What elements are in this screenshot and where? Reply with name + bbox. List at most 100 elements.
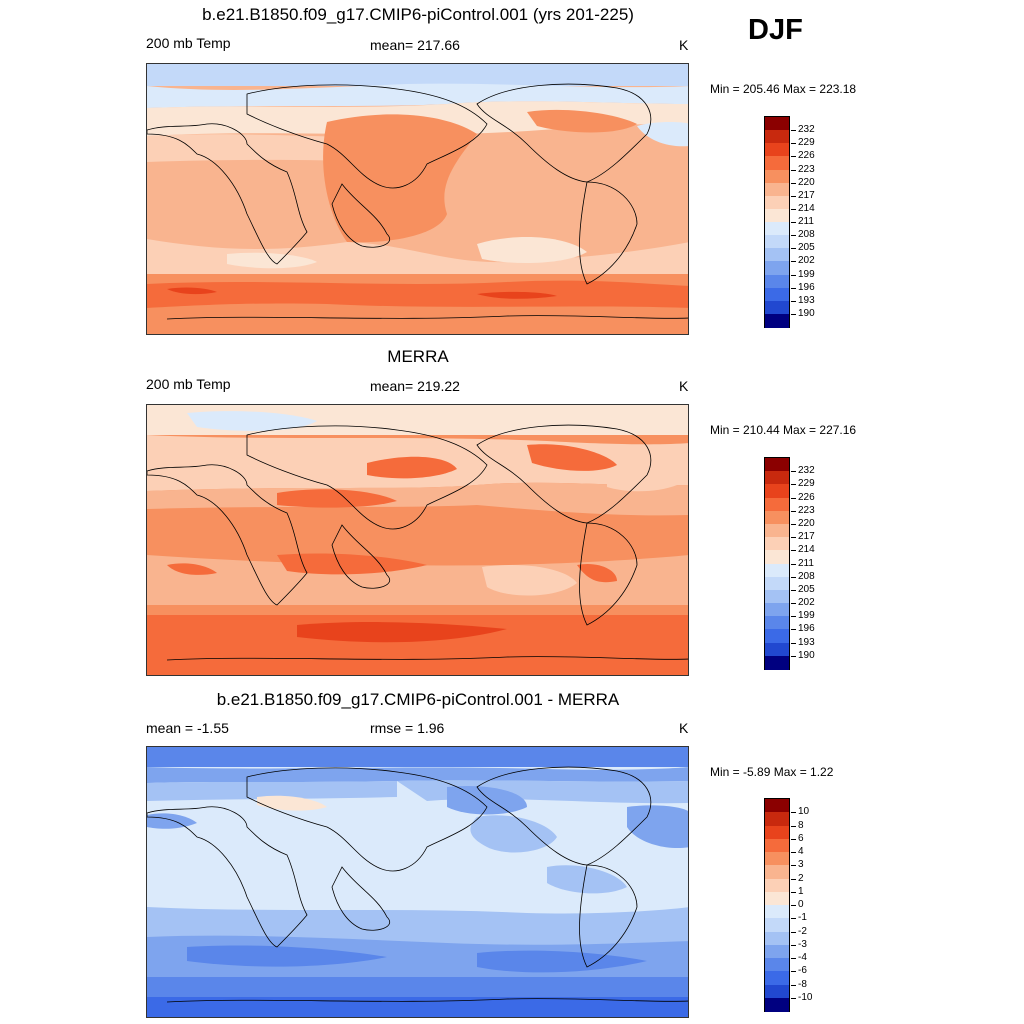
colorbar-cell — [765, 918, 789, 933]
panel-3-colorbar — [764, 798, 796, 1012]
colorbar-tick — [791, 984, 796, 986]
colorbar-tick — [791, 997, 796, 999]
colorbar-cell — [765, 169, 789, 184]
colorbar-level-label: 223 — [798, 504, 815, 516]
colorbar-tick — [791, 300, 796, 302]
colorbar-level-label: 208 — [798, 570, 815, 582]
colorbar-tick — [791, 222, 796, 223]
colorbar-cell — [765, 313, 789, 328]
colorbar-level-label: 3 — [798, 859, 804, 871]
colorbar-level-label: 2 — [798, 872, 804, 884]
colorbar-tick — [791, 878, 796, 880]
colorbar-level-label: 193 — [798, 294, 815, 306]
colorbar-cell — [765, 130, 789, 145]
panel-3-units-label: K — [679, 720, 689, 736]
colorbar-tick — [791, 484, 796, 486]
panel-2-mean-label: mean= 219.22 — [370, 378, 460, 394]
colorbar-level-label: 217 — [798, 189, 815, 201]
colorbar-level-label: -2 — [798, 925, 807, 937]
colorbar-tick — [791, 235, 796, 237]
colorbar-level-label: 214 — [798, 202, 815, 214]
panel-2-minmax-label: Min = 210.44 Max = 227.16 — [710, 423, 857, 437]
colorbar-cell — [765, 589, 789, 604]
colorbar-tick — [791, 169, 796, 171]
panel-1-colorbar — [764, 116, 796, 328]
panel-2-map — [146, 404, 689, 676]
colorbar-cell — [765, 984, 789, 999]
colorbar-cell — [765, 971, 789, 986]
colorbar-tick — [791, 852, 796, 853]
colorbar-cell — [765, 208, 789, 223]
colorbar-tick — [791, 510, 796, 512]
panel-3-mean-label: mean = -1.55 — [146, 720, 229, 736]
colorbar-level-label: 199 — [798, 268, 815, 280]
colorbar-tick — [791, 537, 796, 539]
colorbar-level-label: 193 — [798, 636, 815, 648]
colorbar-level-label: 226 — [798, 491, 815, 503]
colorbar-level-label: 6 — [798, 832, 804, 844]
colorbar-cell — [765, 655, 789, 670]
colorbar-tick — [791, 825, 796, 827]
colorbar-cell — [765, 182, 789, 197]
colorbar-cell — [765, 865, 789, 880]
colorbar-tick — [791, 130, 796, 132]
colorbar-cell — [765, 537, 789, 552]
panel-1-variable-label: 200 mb Temp — [146, 35, 231, 51]
colorbar-level-label: 196 — [798, 623, 815, 635]
colorbar-level-label: 10 — [798, 806, 810, 818]
colorbar-tick — [791, 944, 796, 946]
colorbar-level-label: 229 — [798, 478, 815, 490]
colorbar-tick — [791, 576, 796, 578]
colorbar-level-label: 232 — [798, 124, 815, 136]
colorbar-level-label: 226 — [798, 150, 815, 162]
colorbar-cell — [765, 248, 789, 263]
colorbar-level-label: 196 — [798, 281, 815, 293]
colorbar-cell — [765, 458, 789, 472]
colorbar-cell — [765, 891, 789, 906]
colorbar-level-label: -8 — [798, 978, 807, 990]
colorbar-tick — [791, 958, 796, 959]
colorbar-level-label: -3 — [798, 938, 807, 950]
colorbar-level-label: -10 — [798, 991, 813, 1003]
panel-3-minmax-label: Min = -5.89 Max = 1.22 — [710, 765, 834, 779]
panel-3-title: b.e21.B1850.f09_g17.CMIP6-piControl.001 … — [216, 690, 620, 709]
colorbar-tick — [791, 182, 796, 184]
colorbar-cell — [765, 274, 789, 289]
colorbar-tick — [791, 471, 796, 473]
colorbar-cell — [765, 497, 789, 512]
colorbar-cell — [765, 261, 789, 276]
colorbar-cell — [765, 523, 789, 538]
colorbar-cell — [765, 156, 789, 171]
colorbar-cell — [765, 825, 789, 840]
colorbar-cell — [765, 931, 789, 946]
panel-2-variable-label: 200 mb Temp — [146, 376, 231, 392]
colorbar-cell — [765, 878, 789, 893]
colorbar-level-label: 229 — [798, 137, 815, 149]
colorbar-tick — [791, 208, 796, 210]
colorbar-level-label: 4 — [798, 846, 804, 857]
colorbar-level-label: 211 — [798, 557, 814, 569]
panel-1-map — [146, 63, 689, 335]
colorbar-cell — [765, 629, 789, 644]
colorbar-level-label: 190 — [798, 307, 815, 319]
panel-3-rmse-label: rmse = 1.96 — [370, 720, 445, 736]
colorbar-tick — [791, 261, 796, 263]
colorbar-level-label: 217 — [798, 531, 815, 543]
colorbar-cell — [765, 944, 789, 959]
colorbar-tick — [791, 918, 796, 920]
colorbar-cell — [765, 905, 789, 919]
panel-2-colorbar — [764, 457, 796, 670]
colorbar-tick — [791, 891, 796, 893]
colorbar-level-label: 205 — [798, 242, 815, 254]
colorbar-cell — [765, 642, 789, 657]
colorbar-cell — [765, 300, 789, 315]
colorbar-cell — [765, 838, 789, 853]
colorbar-level-label: 1 — [798, 885, 804, 897]
colorbar-cell — [765, 117, 789, 131]
colorbar-tick — [791, 905, 796, 906]
colorbar-cell — [765, 550, 789, 565]
colorbar-level-label: 0 — [798, 899, 804, 910]
colorbar-tick — [791, 248, 796, 250]
colorbar-tick — [791, 838, 796, 840]
panel-1-minmax-label: Min = 205.46 Max = 223.18 — [710, 82, 857, 96]
